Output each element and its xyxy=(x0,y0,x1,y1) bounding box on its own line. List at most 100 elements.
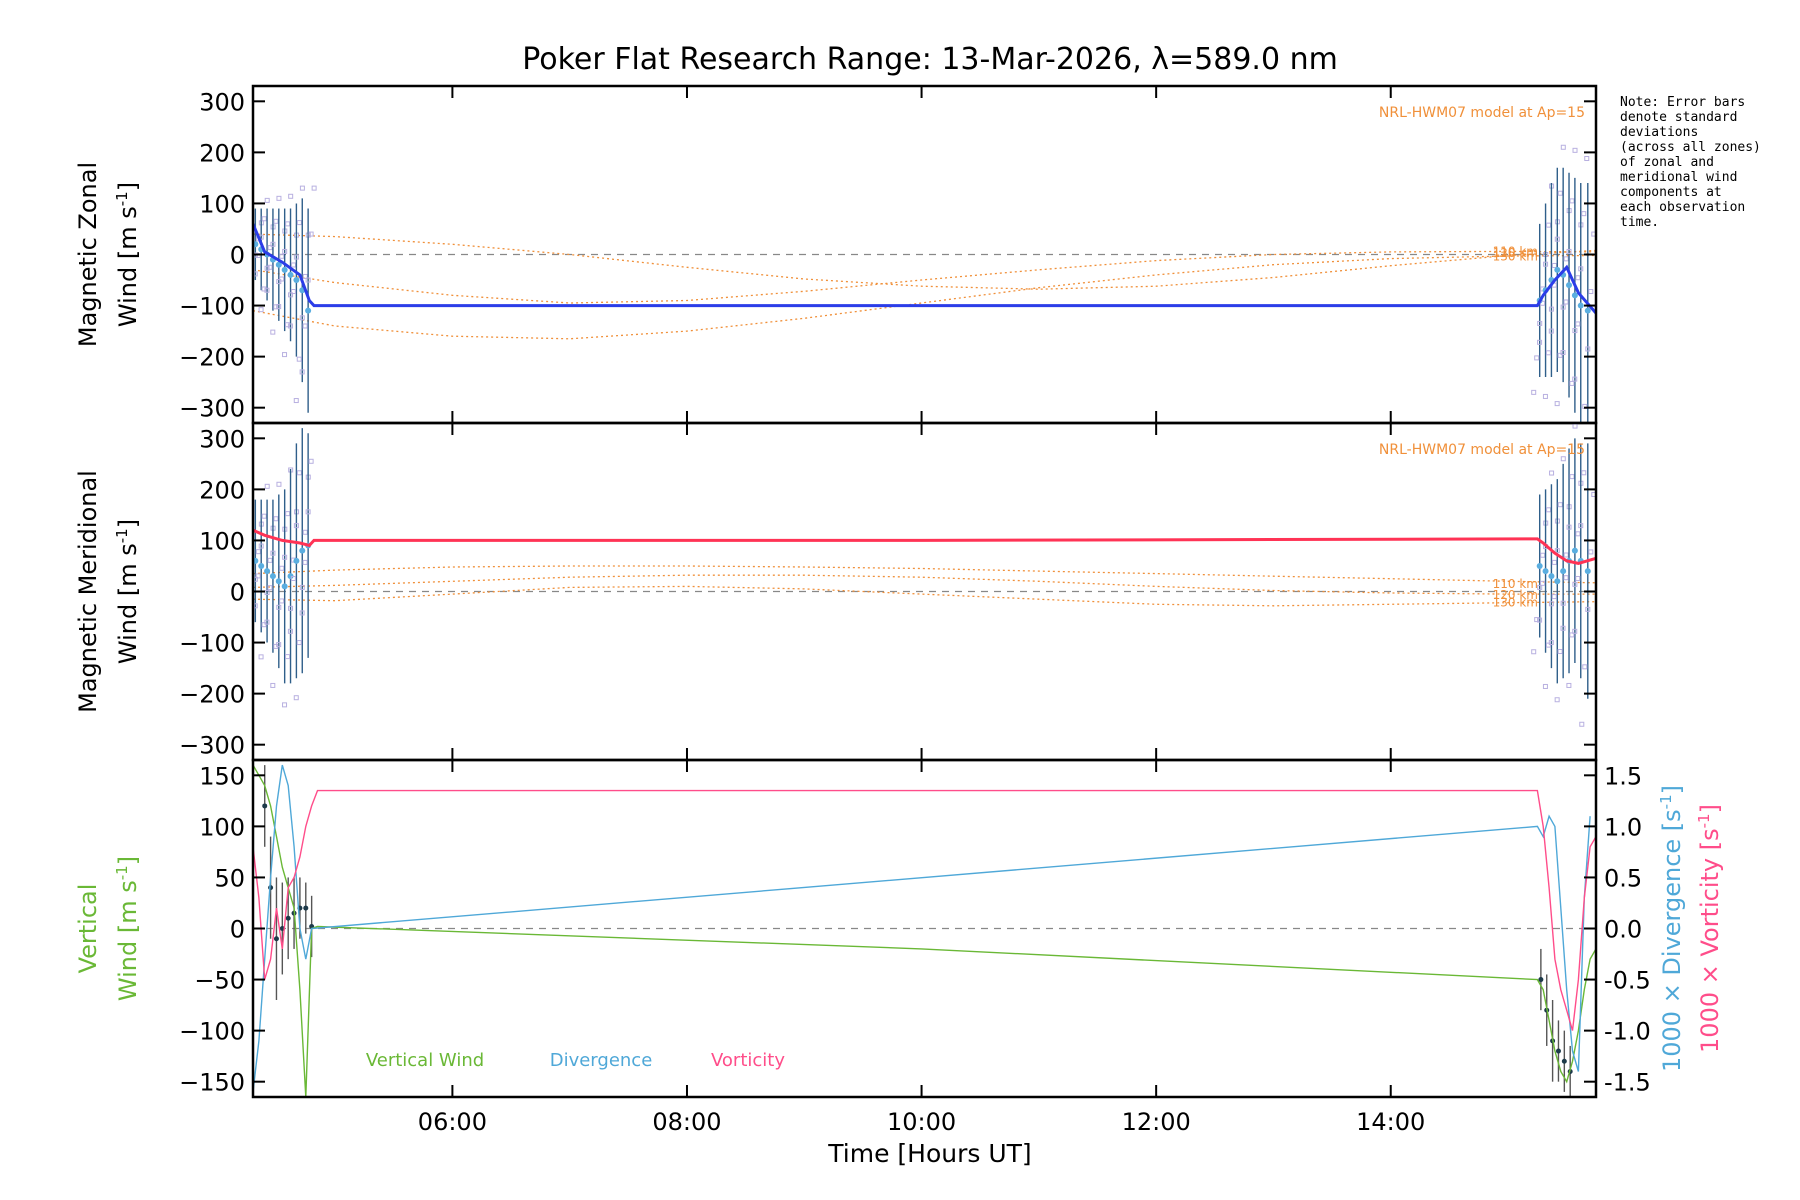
zone-sample-point xyxy=(258,307,264,313)
zone-sample-point xyxy=(1548,306,1554,312)
zone-sample-point xyxy=(1566,682,1572,688)
zone-sample-point xyxy=(1566,524,1572,530)
y-tick-label: 0 xyxy=(230,579,245,607)
zone-sample-point xyxy=(1554,401,1560,407)
zone-sample-point xyxy=(1546,507,1552,513)
zone-sample-point xyxy=(1572,581,1578,587)
zone-sample-point xyxy=(293,695,299,701)
observation-point xyxy=(1566,282,1573,289)
y2-axis-label-vorticity-unit: [s xyxy=(1696,828,1724,850)
zone-sample-point xyxy=(273,218,279,224)
y-axis-label-zonal-line2-exp: -1 xyxy=(113,191,131,206)
zone-sample-point xyxy=(291,262,297,268)
zone-sample-point xyxy=(267,557,273,563)
zone-sample-point xyxy=(1560,600,1566,606)
zone-sample-point xyxy=(264,265,270,271)
zone-sample-point xyxy=(1581,211,1587,217)
y2-axis-label-divergence: 1000 × Divergence [s-1] xyxy=(1657,785,1686,1072)
zone-sample-point xyxy=(305,509,311,515)
zone-sample-point xyxy=(279,598,285,604)
zone-sample-point xyxy=(1575,321,1581,327)
zone-sample-point xyxy=(1572,423,1578,429)
zone-sample-point xyxy=(296,356,302,362)
observation-point xyxy=(303,905,309,911)
y-axis-label-zonal-line1: Magnetic Zonal xyxy=(74,162,102,347)
zone-sample-point xyxy=(308,231,314,237)
zone-sample-point xyxy=(1557,502,1563,508)
series-divergence xyxy=(253,764,1591,1092)
observation-point xyxy=(281,583,288,590)
observation-point xyxy=(285,915,291,921)
y-tick-label: 300 xyxy=(199,88,245,116)
observation-point xyxy=(1542,568,1549,575)
y2-tick-label: 1.0 xyxy=(1604,813,1642,841)
zone-sample-point xyxy=(273,516,279,522)
model-line-110-km xyxy=(253,233,1596,290)
zone-sample-point xyxy=(296,470,302,476)
legend-item-vorticity: Vorticity xyxy=(711,1050,785,1071)
zone-sample-point xyxy=(253,604,255,610)
plot-area-meridional xyxy=(247,423,1596,727)
zone-sample-point xyxy=(1534,355,1540,361)
fit-line-meridional xyxy=(253,528,1596,565)
y-tick-label: 0 xyxy=(230,916,245,944)
y-tick-label: 0 xyxy=(230,242,245,270)
observation-point xyxy=(281,266,288,273)
y2-tick-label: 0.0 xyxy=(1604,916,1642,944)
model-line-130-km xyxy=(253,585,1596,607)
zone-sample-point xyxy=(1542,683,1548,689)
y-tick-label: 100 xyxy=(199,527,245,555)
zone-sample-point xyxy=(1585,346,1591,352)
y-tick-label: 100 xyxy=(199,190,245,218)
zone-sample-point xyxy=(270,329,276,335)
zone-sample-point xyxy=(1540,300,1546,306)
zone-sample-point xyxy=(290,289,296,295)
zone-sample-point xyxy=(247,632,251,636)
zone-sample-point xyxy=(1581,470,1587,476)
zone-sample-point xyxy=(1569,474,1575,480)
zone-sample-point xyxy=(1572,376,1578,382)
observation-point xyxy=(262,803,268,809)
zone-sample-point xyxy=(264,197,270,203)
zone-sample-point xyxy=(1551,262,1557,268)
zone-sample-point xyxy=(288,292,294,298)
fit-line-zonal xyxy=(253,223,1596,315)
zone-sample-point xyxy=(1549,470,1555,476)
x-tick-label: 12:00 xyxy=(1122,1108,1191,1136)
zone-sample-point xyxy=(302,273,308,279)
zone-sample-point xyxy=(267,245,273,251)
model-label-130-km: 130 km xyxy=(1493,250,1538,264)
y-tick-label: 300 xyxy=(199,425,245,453)
zone-sample-point xyxy=(255,573,261,579)
observation-point xyxy=(287,573,294,580)
observation-point xyxy=(1548,573,1555,580)
zone-sample-point xyxy=(1578,266,1584,272)
zone-sample-point xyxy=(1540,552,1546,558)
zone-sample-point xyxy=(261,622,267,628)
y2-axis-label-vorticity: 1000 × Vorticity [s-1] xyxy=(1695,804,1724,1053)
zone-sample-point xyxy=(1567,434,1571,438)
zone-sample-point xyxy=(285,221,291,227)
zone-sample-point xyxy=(279,276,285,282)
y-axis-label-meridional-line1: Magnetic Meridional xyxy=(74,470,102,713)
y2-axis-label-vorticity-close: ] xyxy=(1696,804,1724,813)
y-tick-label: −200 xyxy=(179,344,245,372)
zone-sample-point xyxy=(1543,261,1549,267)
zone-sample-point xyxy=(267,585,273,591)
observation-point xyxy=(1571,292,1578,299)
y-tick-label: −300 xyxy=(179,732,245,760)
y-axis-label-meridional-line2-unit: [m s xyxy=(114,543,142,596)
y2-axis-label-divergence-close: ] xyxy=(1658,785,1686,794)
zone-sample-point xyxy=(308,458,314,464)
zone-sample-point xyxy=(302,529,308,535)
y-tick-label: −200 xyxy=(179,681,245,709)
y-axis-label-vertical-line2-word: Wind xyxy=(114,933,142,1001)
y-axis-label-vertical-line2: Wind [m s-1] xyxy=(113,856,142,1001)
zone-sample-point xyxy=(264,287,270,293)
zone-sample-point xyxy=(247,285,251,289)
y-axis-label-vertical-line2-close: ] xyxy=(114,856,142,865)
zone-sample-point xyxy=(296,220,302,226)
zone-sample-point xyxy=(302,559,308,565)
zone-sample-point xyxy=(1557,648,1563,654)
